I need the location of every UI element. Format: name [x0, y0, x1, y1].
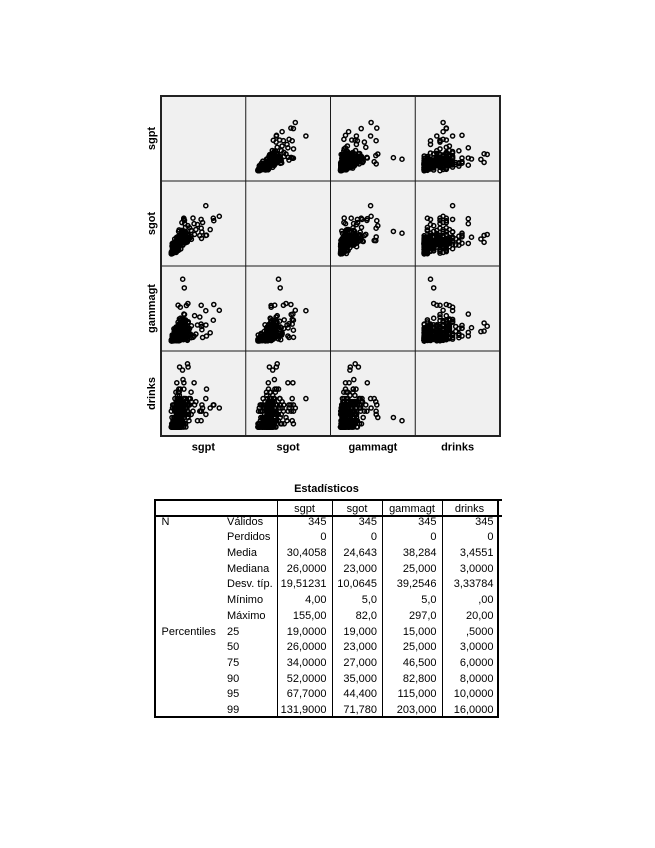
- svg-text:sgot: sgot: [146, 212, 158, 236]
- svg-text:sgpt: sgpt: [192, 442, 216, 454]
- svg-text:drinks: drinks: [441, 442, 474, 454]
- svg-text:sgot: sgot: [276, 442, 300, 454]
- svg-text:gammagt: gammagt: [146, 284, 158, 333]
- svg-text:drinks: drinks: [146, 377, 158, 410]
- svg-text:sgpt: sgpt: [146, 127, 158, 151]
- svg-text:gammagt: gammagt: [348, 442, 397, 454]
